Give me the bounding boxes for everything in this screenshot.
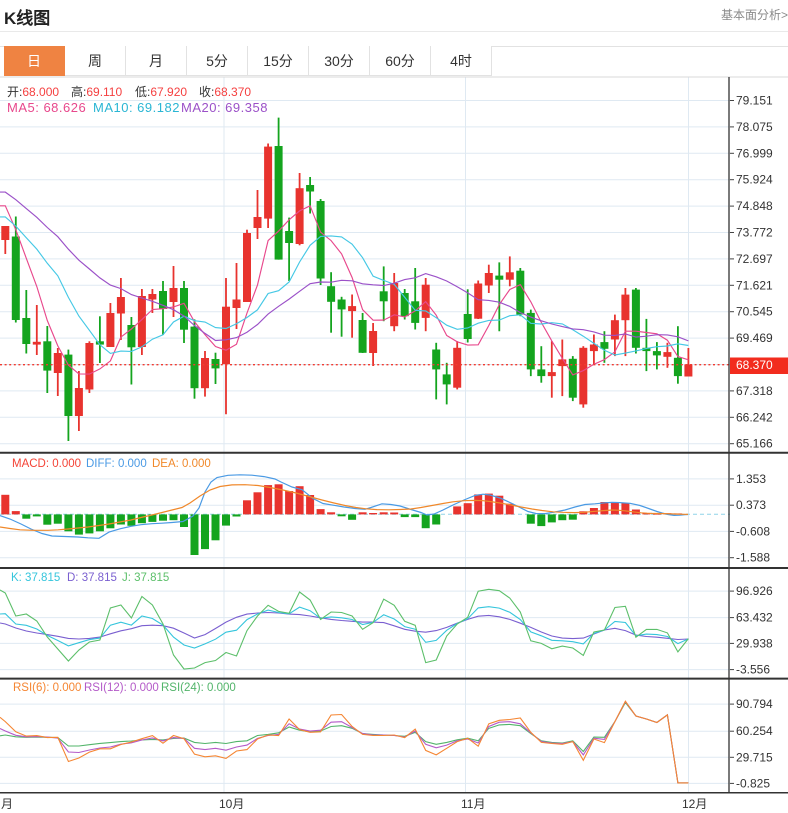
svg-text:67.318: 67.318	[736, 384, 773, 398]
svg-text:-1.588: -1.588	[736, 551, 770, 565]
svg-text:70.545: 70.545	[736, 305, 773, 319]
svg-text:68.370: 68.370	[736, 358, 773, 372]
svg-text:月: 月	[1, 797, 13, 811]
svg-text:D: 37.815: D: 37.815	[67, 572, 117, 584]
svg-text:RSI(24): 0.000: RSI(24): 0.000	[161, 682, 236, 694]
svg-text:74.848: 74.848	[736, 199, 773, 213]
svg-text:29.938: 29.938	[736, 636, 773, 650]
svg-text:-0.608: -0.608	[736, 524, 770, 538]
svg-text:RSI(12): 0.000: RSI(12): 0.000	[84, 682, 159, 694]
svg-text:0.373: 0.373	[736, 498, 766, 512]
svg-text:K: 37.815: K: 37.815	[11, 572, 60, 584]
svg-text:1.353: 1.353	[736, 472, 766, 486]
svg-text:12月: 12月	[682, 797, 707, 811]
svg-text:29.715: 29.715	[736, 750, 773, 764]
svg-text:63.432: 63.432	[736, 611, 773, 625]
svg-text:66.242: 66.242	[736, 410, 773, 424]
svg-text:71.621: 71.621	[736, 278, 773, 292]
svg-text:76.999: 76.999	[736, 146, 773, 160]
svg-text:MA20: 69.358: MA20: 69.358	[181, 100, 268, 115]
svg-text:DIFF: 0.000: DIFF: 0.000	[86, 458, 147, 470]
svg-text:10月: 10月	[219, 797, 244, 811]
svg-text:MA10: 69.182: MA10: 69.182	[93, 100, 180, 115]
svg-text:78.075: 78.075	[736, 120, 773, 134]
svg-text:73.772: 73.772	[736, 226, 773, 240]
svg-text:J: 37.815: J: 37.815	[122, 572, 169, 584]
svg-text:90.794: 90.794	[736, 697, 773, 711]
svg-text:开:68.000: 开:68.000	[7, 85, 59, 99]
svg-text:75.924: 75.924	[736, 173, 773, 187]
svg-text:65.166: 65.166	[736, 437, 773, 451]
svg-text:11月: 11月	[461, 797, 485, 811]
svg-text:RSI(6): 0.000: RSI(6): 0.000	[13, 682, 81, 694]
svg-text:79.151: 79.151	[736, 94, 773, 108]
svg-text:72.697: 72.697	[736, 252, 773, 266]
svg-text:60.254: 60.254	[736, 724, 773, 738]
svg-text:96.926: 96.926	[736, 584, 773, 598]
svg-text:-0.825: -0.825	[736, 776, 770, 790]
svg-text:69.469: 69.469	[736, 331, 773, 345]
svg-text:高:69.110: 高:69.110	[71, 84, 122, 99]
svg-text:-3.556: -3.556	[736, 663, 770, 677]
svg-text:MACD: 0.000: MACD: 0.000	[12, 458, 81, 470]
svg-text:收:68.370: 收:68.370	[199, 85, 251, 99]
svg-text:低:67.920: 低:67.920	[135, 85, 187, 99]
svg-text:DEA: 0.000: DEA: 0.000	[152, 458, 211, 470]
svg-text:MA5: 68.626: MA5: 68.626	[7, 100, 86, 115]
